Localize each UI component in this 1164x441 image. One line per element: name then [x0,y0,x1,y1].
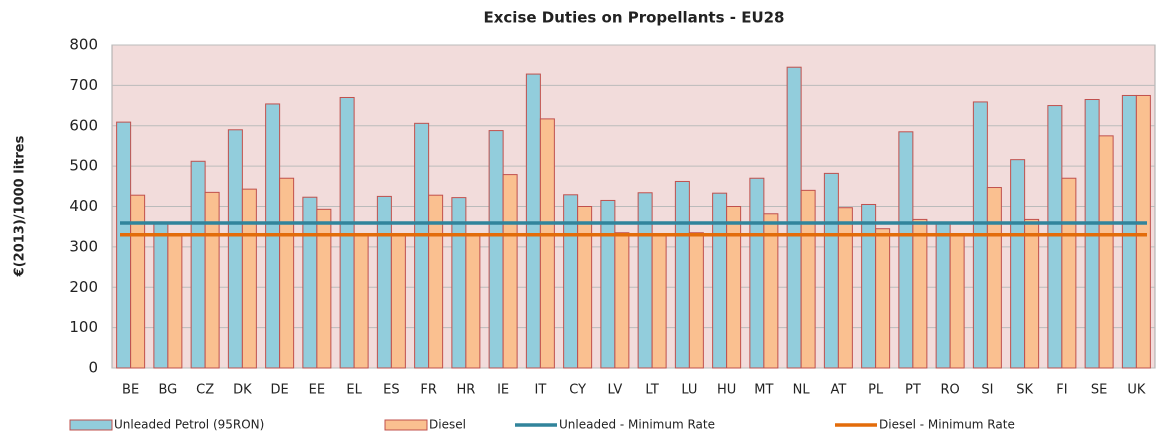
y-tick-label: 600 [69,116,98,134]
bar [577,206,593,369]
bar [837,207,853,369]
bar [465,234,481,369]
y-tick-label: 500 [69,157,98,175]
x-tick-label: UK [1127,383,1146,398]
bar [153,221,169,369]
x-tick-label: RO [940,383,959,398]
y-tick-label: 200 [69,278,98,296]
bar [637,192,653,369]
y-tick-label: 800 [69,36,98,54]
x-tick-label: FR [420,383,437,398]
bar [614,232,630,369]
y-tick-label: 100 [69,318,98,336]
legend-swatch [69,419,113,431]
bar [986,187,1002,369]
bar [1135,94,1151,369]
bar [912,218,928,369]
x-tick-label: NL [793,383,811,398]
bar [428,194,444,369]
bar [1061,177,1077,369]
bar [241,188,257,369]
bar [1047,105,1063,369]
bar [204,191,220,369]
x-tick-label: PT [905,383,921,398]
y-tick-label: 400 [69,197,98,215]
bar [1024,218,1040,369]
legend-swatch [384,419,428,431]
x-tick-label: MT [754,383,773,398]
bar [1010,159,1026,369]
x-tick-label: IE [497,383,509,398]
x-tick-label: DK [233,383,252,398]
bar [353,234,369,369]
bar [1121,94,1137,369]
x-tick-label: DE [271,383,289,398]
x-tick-label: BE [122,383,139,398]
x-tick-label: SI [981,383,993,398]
legend-label: Unleaded - Minimum Rate [559,418,715,432]
bar [1098,135,1114,369]
bar [190,160,206,369]
bar [488,130,504,369]
bar [726,206,742,369]
legend-label: Unleaded Petrol (95RON) [114,418,264,432]
x-tick-label: PL [868,383,884,398]
y-tick-label: 300 [69,237,98,255]
bar [674,180,690,369]
bar [786,66,802,369]
bar [898,131,914,369]
chart-title: Excise Duties on Propellants - EU28 [483,9,784,27]
bar [763,213,779,369]
bar [861,203,877,369]
x-tick-label: IT [534,383,546,398]
bar [316,208,332,369]
bar [525,73,541,369]
bar [875,228,891,369]
x-tick-label: EL [346,383,362,398]
x-tick-label: SK [1016,383,1033,398]
bar [390,233,406,369]
bar [823,172,839,369]
x-tick-label: HU [717,383,736,398]
bar [279,177,295,369]
bar [935,222,951,369]
x-tick-label: BG [158,383,177,398]
bar [116,121,132,369]
bar [339,96,355,369]
bar [130,194,146,369]
bar [651,234,667,369]
x-tick-label: CZ [196,383,214,398]
legend-label: Diesel [429,418,466,432]
x-tick-label: CY [569,383,586,398]
x-tick-label: FI [1056,383,1067,398]
x-tick-label: SE [1091,383,1107,398]
y-tick-label: 0 [88,359,98,377]
bar [227,129,243,369]
x-tick-label: LT [645,383,658,398]
bar [800,189,816,369]
bar [600,199,616,369]
bar [949,234,965,369]
y-axis-label: €(2013)/1000 litres [13,135,28,277]
bar [688,232,704,369]
y-tick-label: 700 [69,76,98,94]
bar [539,118,555,369]
bar [749,177,765,369]
bar [167,234,183,369]
bar [712,192,728,369]
x-tick-label: HR [456,383,475,398]
legend-label: Diesel - Minimum Rate [879,418,1015,432]
x-tick-label: LU [681,383,697,398]
x-tick-label: LV [608,383,623,398]
bar [414,122,430,369]
bar [563,194,579,369]
x-tick-label: ES [383,383,399,398]
x-tick-label: AT [830,383,846,398]
x-tick-label: EE [309,383,325,398]
bar [502,174,518,369]
